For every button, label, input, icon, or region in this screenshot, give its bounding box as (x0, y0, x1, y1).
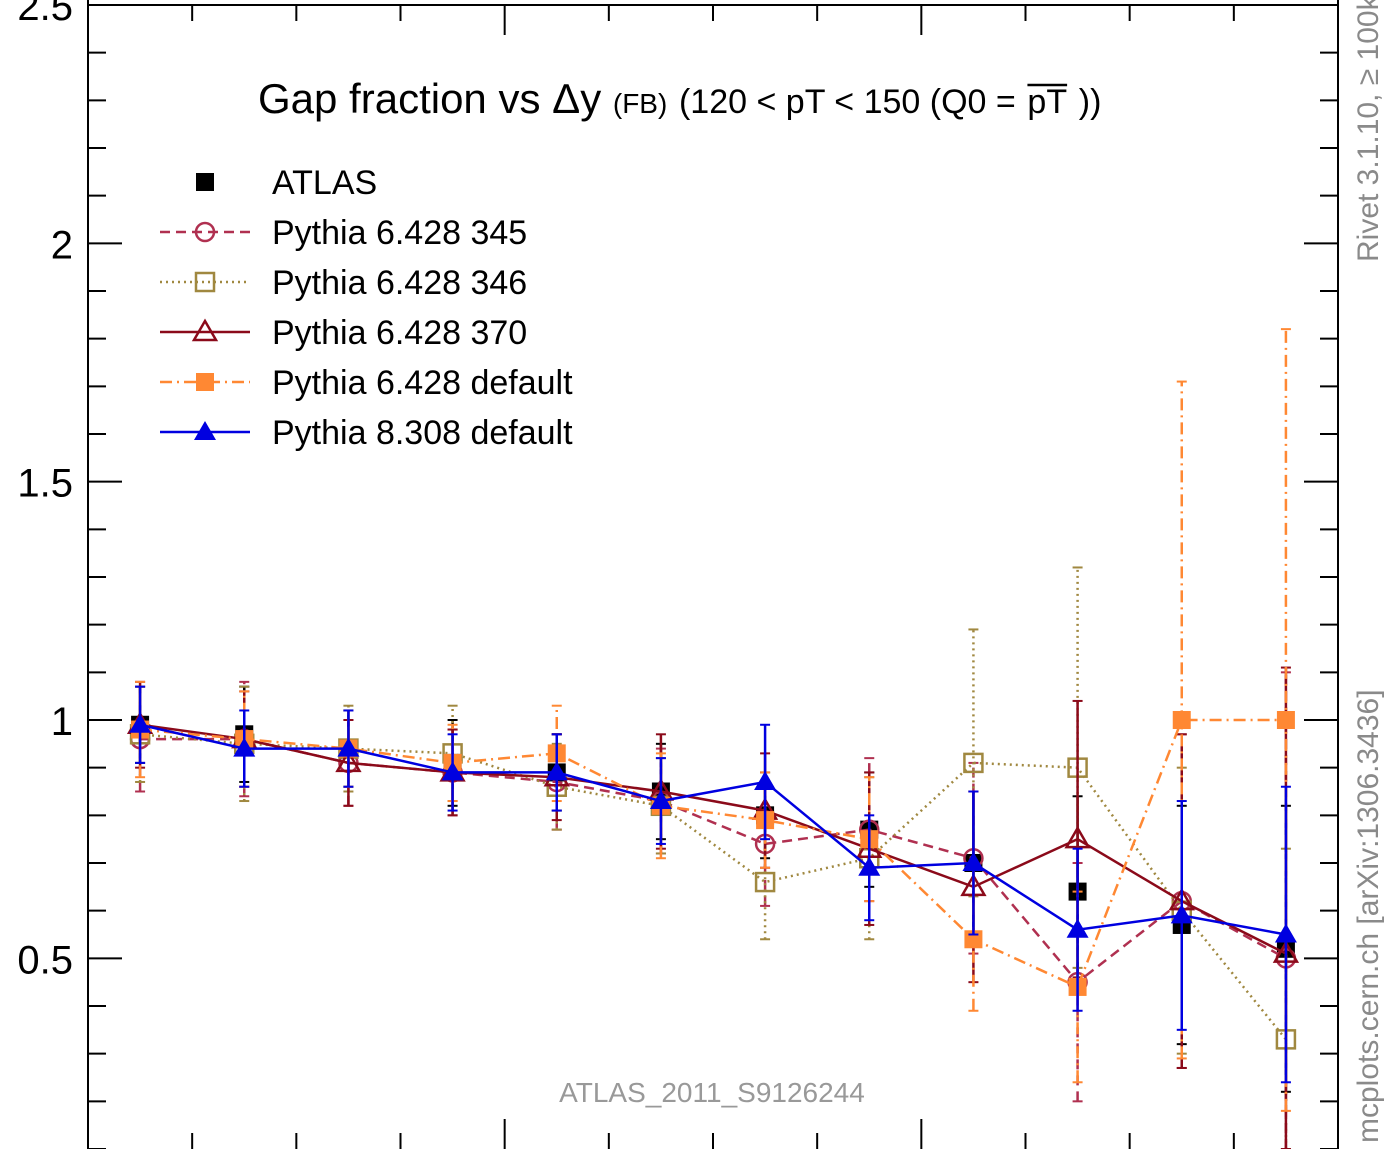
y-tick-label: 0.5 (17, 938, 73, 982)
data-point (962, 852, 985, 871)
data-point (754, 871, 776, 893)
series-line (139, 733, 1287, 1041)
y-tick-label: 1 (51, 700, 73, 744)
series-5 (129, 685, 1297, 1084)
data-point (1276, 711, 1295, 729)
legend-marker (196, 373, 214, 391)
data-point (1066, 918, 1089, 938)
series-2 (129, 566, 1297, 1149)
legend-label: Pythia 6.428 345 (272, 214, 527, 252)
watermark: ATLAS_2011_S9126244 (559, 1077, 865, 1108)
data-point (129, 713, 152, 733)
data-point (649, 790, 672, 810)
data-point (1064, 825, 1091, 849)
chart-title: Gap fraction vs Δy (FB) (120 < pT < 150 … (258, 75, 1101, 122)
legend: ATLAS Pythia 6.428 345 Pythia 6.428 346 Pyt… (160, 164, 573, 452)
data-point (858, 856, 881, 876)
data-point (754, 770, 777, 790)
rivet-label: Rivet 3.1.10, ≥ 100k events (1352, 0, 1385, 262)
legend-marker (191, 318, 219, 342)
legend-entry: Pythia 6.428 345 (160, 214, 527, 252)
legend-entry: Pythia 6.428 346 (160, 264, 527, 302)
data-point (545, 761, 568, 781)
legend-marker (196, 173, 214, 191)
data-series (126, 328, 1300, 1149)
legend-marker (194, 421, 216, 440)
series-line (139, 723, 1287, 955)
mcplots-label: mcplots.cern.ch [arXiv:1306.3436] (1352, 689, 1385, 1143)
y-tick-label: 2 (51, 223, 73, 267)
legend-marker (194, 271, 216, 293)
legend-entry: Pythia 8.308 default (160, 414, 573, 452)
data-point (1170, 904, 1193, 924)
legend-marker (194, 221, 216, 243)
y-tick-label: 1.5 (17, 462, 73, 506)
series-line (139, 718, 1286, 989)
series-line (139, 723, 1287, 936)
legend-label: Pythia 6.428 346 (272, 264, 527, 302)
legend-label: Pythia 8.308 default (272, 414, 573, 452)
legend-entry: Pythia 6.428 370 (160, 314, 527, 352)
data-point (233, 737, 256, 757)
data-point (1172, 711, 1191, 729)
legend-entry: ATLAS (196, 164, 377, 202)
legend-label: ATLAS (272, 164, 377, 202)
legend-label: Pythia 6.428 370 (272, 314, 527, 352)
data-point (337, 737, 360, 757)
legend-label: Pythia 6.428 default (272, 364, 573, 402)
axis-ticks: 0.5 1 1.5 2 2.5 (17, 0, 1339, 1149)
legend-entry: Pythia 6.428 default (160, 364, 573, 402)
y-tick-label: 2.5 (17, 0, 73, 29)
data-point (1274, 923, 1297, 943)
data-point (441, 761, 464, 781)
data-point (963, 752, 984, 774)
